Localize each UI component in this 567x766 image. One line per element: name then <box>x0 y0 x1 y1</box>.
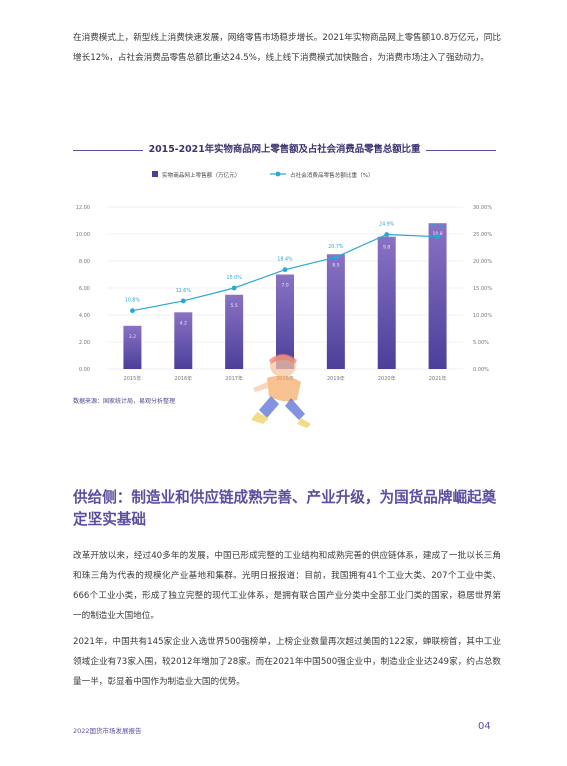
legend-label-bar: 实物商品网上零售额（万亿元） <box>162 171 240 179</box>
line-point <box>130 308 135 314</box>
line-data-label: 15.0% <box>227 275 243 281</box>
y-tick-label-right: 10.00% <box>473 313 492 319</box>
y-tick-label-left: 2.00 <box>79 340 90 346</box>
legend-swatch-marker <box>275 171 281 177</box>
bar <box>428 223 447 369</box>
footer-report-title: 2022国货市场发展报告 <box>73 727 142 735</box>
x-tick-label: 2017年 <box>225 375 243 382</box>
x-tick-label: 2016年 <box>174 375 192 382</box>
x-tick-label: 2015年 <box>124 375 142 382</box>
x-tick-label: 2020年 <box>378 375 396 382</box>
bar <box>174 312 193 369</box>
page-number: 04 <box>478 721 491 732</box>
bar-data-label: 5.5 <box>230 303 237 309</box>
y-tick-label-left: 6.00 <box>79 286 90 292</box>
bar <box>377 236 396 369</box>
chart-title-block: 2015-2021年实物商品网上零售额及占社会消费品零售总额比重 <box>73 141 496 159</box>
line-point <box>333 254 339 260</box>
y-tick-label-left: 4.00 <box>79 313 90 319</box>
y-tick-label-left: 10.00 <box>76 232 90 238</box>
body-paragraph-industry: 改革开放以来，经过40多年的发展，中国已形成完整的工业结构和成熟完善的供应链体系… <box>73 551 501 621</box>
bar <box>326 254 345 369</box>
line-data-label: 24.5% <box>430 224 446 230</box>
line-data-label: 20.7% <box>328 244 344 250</box>
line-point <box>384 232 390 237</box>
runner-mascot-illustration <box>251 354 311 428</box>
bar <box>123 325 142 369</box>
bar-data-label: 7.0 <box>281 283 288 289</box>
section-heading: 供给侧：制造业和供应链成熟完善、产业升级，为国货品牌崛起奠定坚实基础 <box>73 489 497 528</box>
chart-source-note: 数据来源：国家统计局，易观分析整理 <box>73 398 176 405</box>
line-point <box>435 234 440 240</box>
y-tick-label-right: 25.00% <box>473 232 492 238</box>
y-tick-label-right: 0.00% <box>473 367 489 373</box>
bar-data-label: 3.2 <box>129 334 136 340</box>
legend-label-line: 占社会消费品零售总额比重（%） <box>290 171 374 179</box>
intro-paragraph: 在消费模式上，新型线上消费快速发展，网络零售市场稳步增长。2021年实物商品网上… <box>73 33 501 63</box>
y-tick-label-left: 12.00 <box>76 205 90 211</box>
legend-swatch-bar <box>152 171 158 177</box>
ecommerce-sales-chart: 实物商品网上零售额（万亿元） 占社会消费品零售总额比重（%） 3.2 4.2 5.5 7… <box>76 171 492 382</box>
x-tick-label: 2021年 <box>429 375 447 382</box>
line-point <box>231 285 237 291</box>
x-tick-label: 2019年 <box>327 375 345 382</box>
y-tick-label-right: 5.00% <box>473 340 489 346</box>
bar <box>225 294 244 369</box>
y-tick-label-left: 8.00 <box>79 259 90 265</box>
line-point <box>180 298 186 304</box>
y-tick-label-left: 0.00 <box>79 367 90 373</box>
bar <box>276 274 294 369</box>
bar-data-label: 9.8 <box>383 245 390 251</box>
bar-data-label: 8.5 <box>332 262 339 268</box>
line-data-label: 12.6% <box>176 288 192 294</box>
line-data-label: 10.8% <box>125 298 141 304</box>
chart-title: 2015-2021年实物商品网上零售额及占社会消费品零售总额比重 <box>142 144 427 155</box>
y-tick-label-right: 15.00% <box>473 286 492 292</box>
y-tick-label-right: 30.00% <box>473 205 492 211</box>
line-data-label: 24.9% <box>379 222 395 228</box>
line-point <box>282 267 288 273</box>
y-tick-label-right: 20.00% <box>473 259 492 265</box>
bar-data-label: 10.8 <box>432 231 442 237</box>
body-paragraph-fortune500: 2021年，中国共有145家企业入选世界500强榜单，上榜企业数量再次超过美国的… <box>73 637 501 687</box>
bar-data-label: 4.2 <box>180 320 187 326</box>
line-data-label: 18.4% <box>277 257 293 263</box>
